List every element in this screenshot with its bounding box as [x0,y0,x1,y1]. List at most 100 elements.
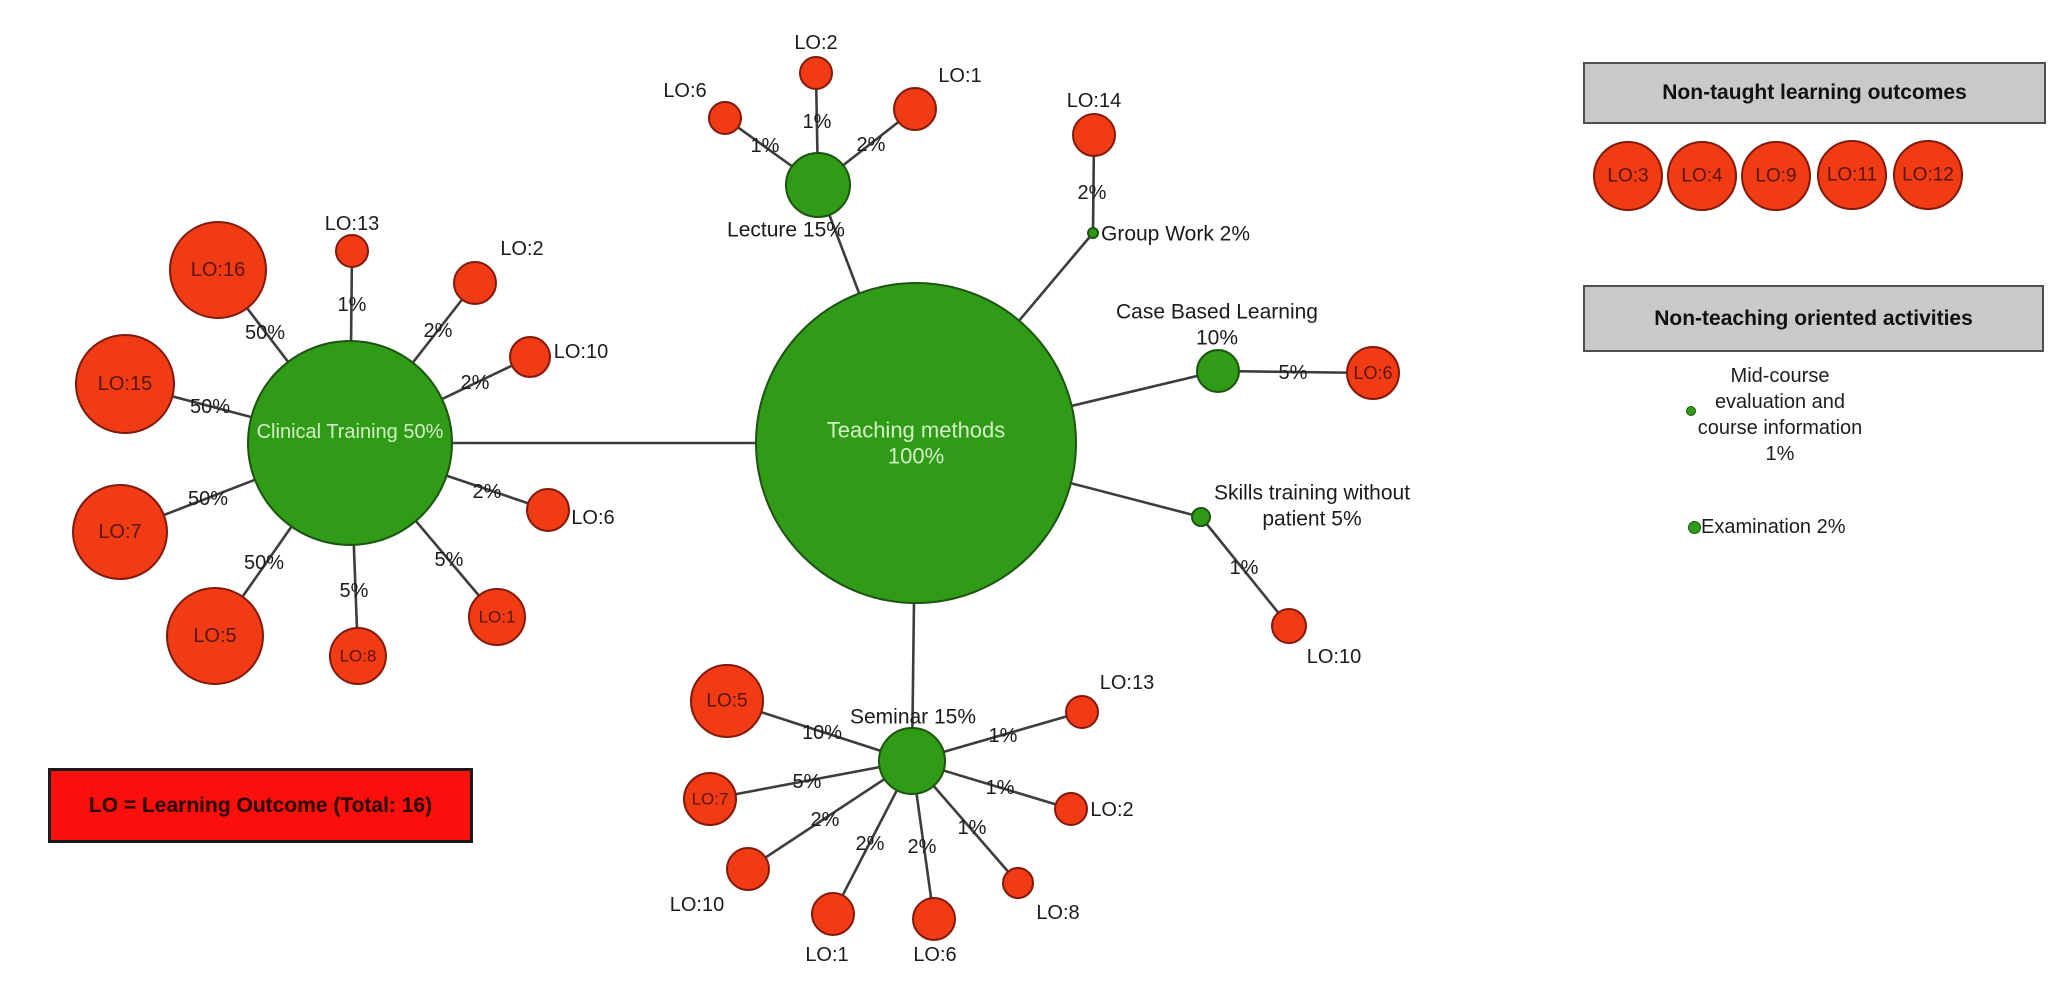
mid-course-activity-dot-icon [1686,406,1696,416]
node-lo1Lec [893,87,937,131]
label-lo8S: LO:8 [1036,902,1079,924]
edge-label-seminar-lo2S: 1% [986,777,1015,799]
label-lecture: Lecture 15% [727,219,845,242]
node-lo2L [453,261,497,305]
node-seminar [878,727,946,795]
label-lo7L: LO:7 [98,521,141,543]
node-lo10Sem [726,847,770,891]
node-lo1S [811,892,855,936]
examination-activity-dot-icon [1688,521,1701,534]
node-clinical [247,340,453,546]
node-nt3 [1593,141,1663,211]
edge-label-seminar-lo13S: 1% [989,725,1018,747]
node-lo13S [1065,695,1099,729]
label-lo10L: LO:10 [554,341,608,363]
edge-label-clinical-lo2L: 2% [424,320,453,342]
label-lo6L: LO:6 [571,507,614,529]
label-lo13S: LO:13 [1100,672,1154,694]
label-lo14: LO:14 [1067,90,1121,112]
node-lo13L [335,234,369,268]
label-lo2L: LO:2 [500,238,543,260]
label-lo1Lec: LO:1 [938,65,981,87]
label-nt9: LO:9 [1755,166,1796,187]
edge-label-clinical-lo5L: 50% [244,552,284,574]
node-lo5L [166,587,264,685]
edge-label-seminar-lo10Sem: 2% [811,809,840,831]
node-skills [1191,507,1211,527]
legend-text: LO = Learning Outcome (Total: 16) [88,793,433,817]
label-seminar: Seminar 15% [850,706,976,729]
label-groupwork: Group Work 2% [1101,223,1250,246]
label-clinical: Clinical Training 50% [257,421,444,443]
label-nt12: LO:12 [1902,165,1954,186]
edge-seminar-lo7S [709,759,913,801]
node-nt11 [1817,140,1887,210]
label-lo6C: LO:6 [1353,363,1392,383]
node-lo5S [690,664,764,738]
label-cbl: Case Based Learning [1116,301,1318,324]
label-nt4: LO:4 [1681,166,1723,187]
label-lo1S: LO:1 [805,944,848,966]
label-lo15: LO:15 [98,373,152,395]
edge-label-clinical-lo16: 50% [245,322,285,344]
non-teaching-activities-title: Non-teaching oriented activities [1654,306,1973,330]
edge-label-clinical-lo15: 50% [190,396,230,418]
node-lo15 [75,334,175,434]
legend-box: LO = Learning Outcome (Total: 16) [48,768,473,843]
node-nt4 [1667,141,1737,211]
label-lo1L: LO:1 [479,608,516,627]
node-nt12 [1893,140,1963,210]
node-lo2Lec [799,56,833,90]
node-lo6C [1346,346,1400,400]
node-lo10S [1271,608,1307,644]
mid-course-activity-label: Mid-course evaluation and course informa… [1697,365,1863,465]
examination-activity-label: Examination 2% [1701,516,1846,538]
node-lo10L [509,336,551,378]
edge-label-lecture-lo2Lec: 1% [803,111,832,133]
label-lo6Lec: LO:6 [663,80,706,102]
label-teaching: 100% [888,444,944,469]
node-lo6L [526,488,570,532]
label-skills: patient 5% [1262,508,1361,531]
edge-skills-lo10S [1199,516,1291,627]
node-cbl [1196,349,1240,393]
edge-label-clinical-lo7L: 50% [188,488,228,510]
non-teaching-activities-header: Non-teaching oriented activities [1583,285,2044,352]
label-lo10S: LO:10 [1307,646,1361,668]
edge-label-seminar-lo5S: 10% [802,722,842,744]
edge-label-clinical-lo6L: 2% [473,481,502,503]
node-teaching [755,282,1077,604]
label-lo16: LO:16 [191,259,245,281]
label-lo7S: LO:7 [692,790,729,809]
label-nt11: LO:11 [1827,165,1877,186]
edge-label-clinical-lo13L: 1% [338,294,367,316]
node-lo7S [683,772,737,826]
label-cbl: 10% [1196,327,1238,350]
label-skills: Skills training without [1214,482,1410,505]
edge-label-groupwork-lo14: 2% [1078,182,1107,204]
node-lo8L [329,627,387,685]
label-lo8L: LO:8 [340,647,377,666]
node-lo8S [1002,867,1034,899]
label-lo5L: LO:5 [193,625,236,647]
node-lo1L [468,588,526,646]
edge-label-skills-lo10S: 1% [1230,557,1259,579]
node-lo14 [1072,113,1116,157]
label-lo10Sem: LO:10 [670,894,724,916]
edge-label-seminar-lo1S: 2% [856,833,885,855]
node-nt9 [1741,141,1811,211]
edge-label-lecture-lo1Lec: 2% [857,134,886,156]
edge-label-clinical-lo1L: 5% [435,549,464,571]
edge-label-seminar-lo8S: 1% [958,817,987,839]
non-taught-outcomes-header: Non-taught learning outcomes [1583,62,2046,124]
edge-label-cbl-lo6C: 5% [1279,362,1308,384]
node-lo6Lec [708,101,742,135]
label-lo2S: LO:2 [1090,799,1133,821]
node-lo2S [1054,792,1088,826]
non-taught-outcomes-title: Non-taught learning outcomes [1662,81,1967,104]
label-lo6S: LO:6 [913,944,956,966]
node-lecture [785,152,851,218]
edge-label-seminar-lo6S: 2% [908,836,937,858]
